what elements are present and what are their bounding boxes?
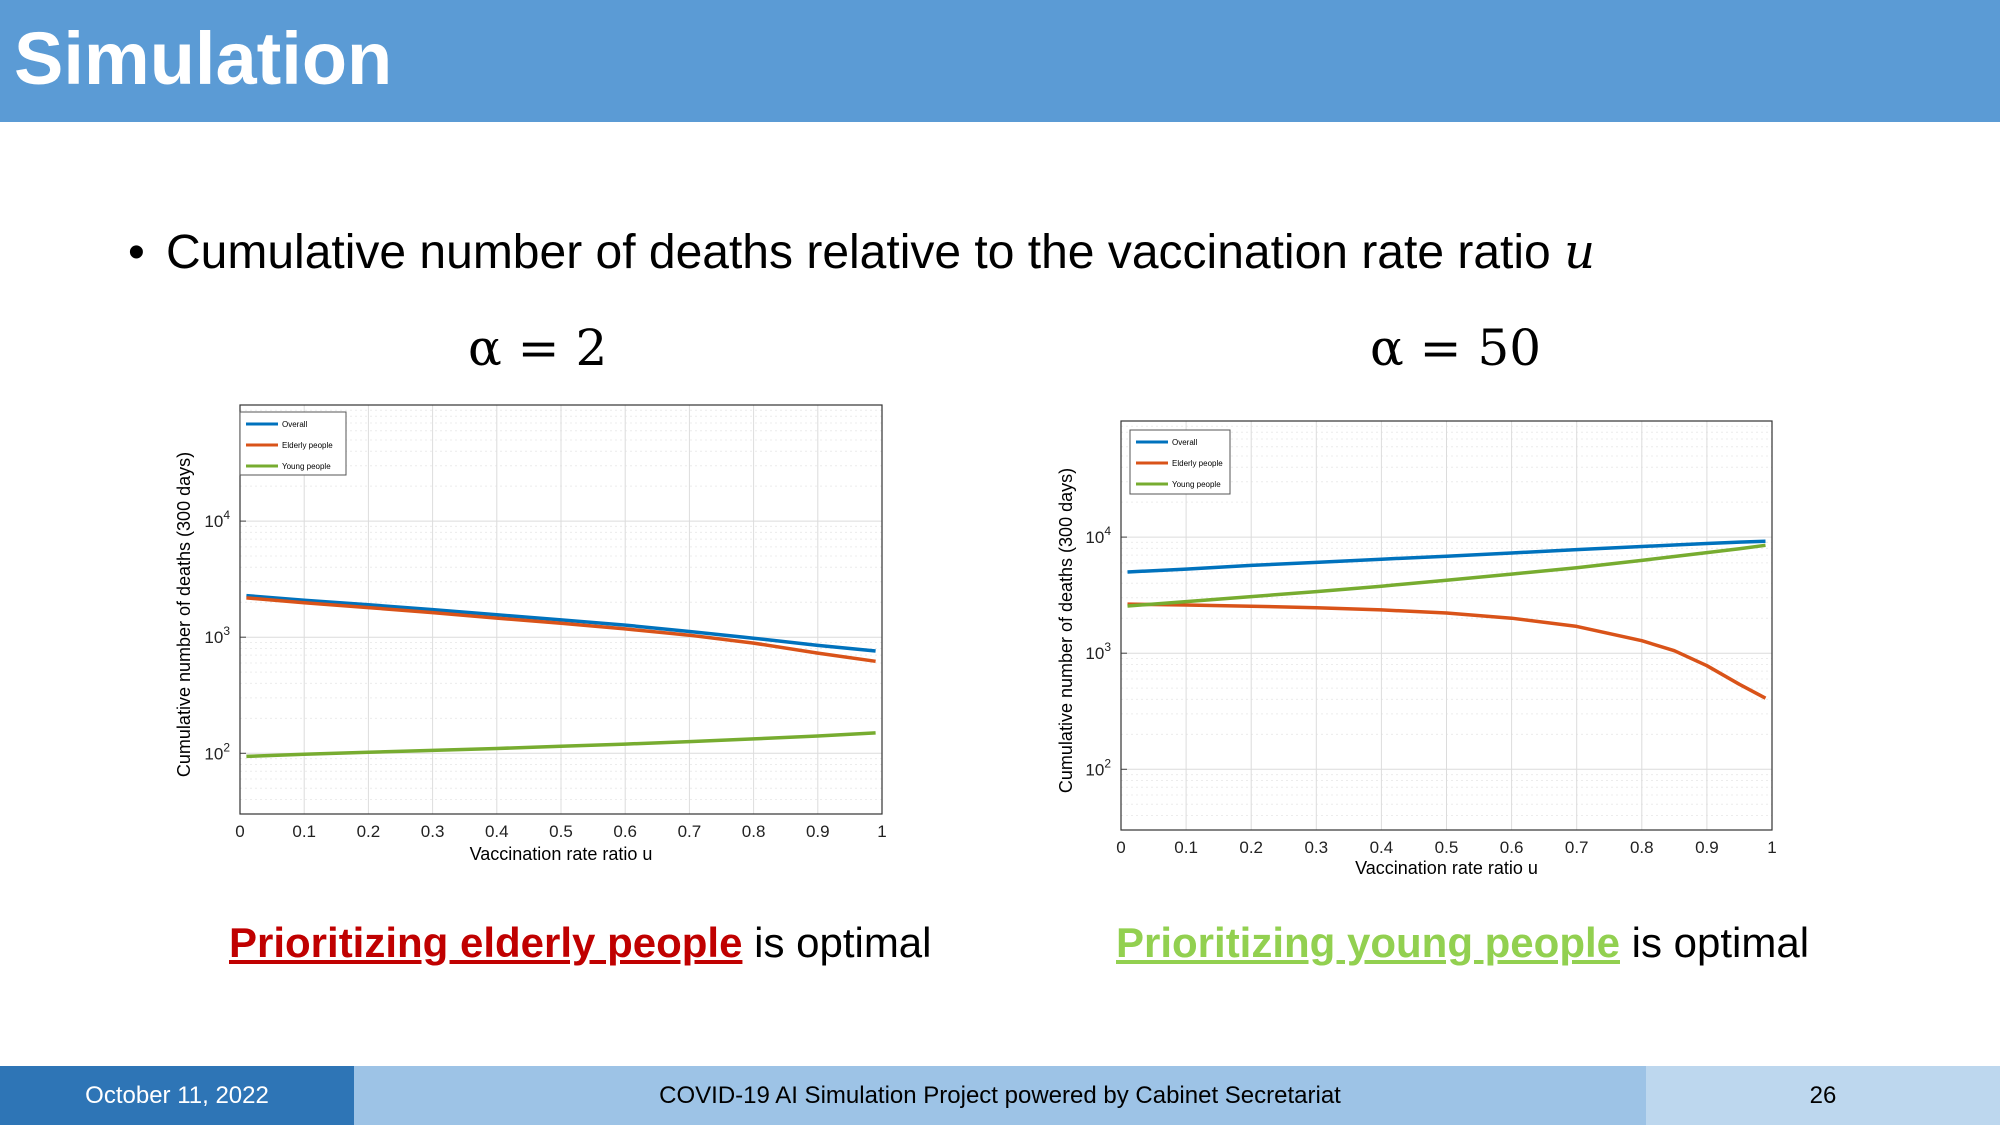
x-tick-label: 0.1 [292, 822, 316, 841]
x-tick-label: 0.5 [549, 822, 573, 841]
series-line-overall [246, 593, 876, 653]
x-axis-label: Vaccination rate ratio u [470, 844, 653, 864]
x-tick-label: 1 [1767, 838, 1776, 857]
x-axis-label: Vaccination rate ratio u [1355, 858, 1538, 878]
series-line-overall [1127, 539, 1766, 574]
x-tick-label: 0.9 [806, 822, 830, 841]
slide-header: Simulation [0, 0, 2000, 122]
axes-box [239, 404, 883, 815]
x-tick-label: 0.7 [1565, 838, 1589, 857]
x-tick-label: 0 [1116, 838, 1125, 857]
footer-page-number: 26 [1646, 1066, 2000, 1125]
series-line-elderly-people [246, 596, 876, 664]
x-tick-label: 0.4 [485, 822, 509, 841]
legend-label: Overall [1172, 438, 1198, 447]
x-tick-label: 0.9 [1695, 838, 1719, 857]
plot-area: 0 0.1 0.2 0.3 0.4 0.5 0.6 0.7 0.8 0.9 1 102 103 104 Ov… [1056, 420, 1777, 878]
bullet-dot: • [128, 226, 145, 279]
footer-project: COVID-19 AI Simulation Project powered b… [354, 1066, 1646, 1125]
series-line-elderly-people [1127, 602, 1767, 700]
x-tick-label: 0.6 [1500, 838, 1524, 857]
bullet-text: Cumulative number of deaths relative to … [166, 226, 1565, 279]
legend-label: Elderly people [1172, 459, 1223, 468]
plot-area: 0 0.1 0.2 0.3 0.4 0.5 0.6 0.7 0.8 0.9 1 102 103 104 Ov… [174, 404, 887, 864]
bullet-point: • Cumulative number of deaths relative to… [128, 222, 1595, 283]
axes-box [1120, 420, 1773, 831]
conclusion-right: Prioritizing young people is optimal [1116, 915, 1809, 971]
y-tick-label: 104 [1085, 524, 1111, 547]
slide-footer: October 11, 2022 COVID-19 AI Simulation … [0, 1066, 2000, 1125]
alpha-label-left: α = 2 [468, 319, 608, 377]
y-tick-label: 104 [204, 508, 230, 531]
x-tick-label: 0.5 [1435, 838, 1459, 857]
alpha-label-right: α = 50 [1370, 319, 1542, 377]
x-tick-label: 0.8 [1630, 838, 1654, 857]
conclusion-left-rest: is optimal [742, 919, 932, 966]
series-line-young-people [1127, 543, 1766, 608]
bullet-variable: u [1564, 224, 1595, 280]
y-tick-label: 102 [1085, 756, 1111, 779]
conclusion-right-rest: is optimal [1620, 919, 1810, 966]
x-tick-label: 1 [877, 822, 886, 841]
conclusion-left: Prioritizing elderly people is optimal [229, 915, 932, 971]
x-tick-label: 0.4 [1370, 838, 1394, 857]
x-tick-label: 0.2 [1239, 838, 1263, 857]
y-tick-label: 103 [204, 624, 230, 647]
x-tick-label: 0.6 [613, 822, 637, 841]
x-tick-label: 0.2 [357, 822, 381, 841]
y-axis-label: Cumulative number of deaths (300 days) [1056, 468, 1076, 793]
legend-label: Elderly people [282, 441, 333, 450]
legend-label: Overall [282, 420, 308, 429]
legend-label: Young people [1172, 480, 1221, 489]
conclusion-right-highlight: Prioritizing young people [1116, 919, 1620, 966]
footer-date: October 11, 2022 [0, 1066, 354, 1125]
conclusion-left-highlight: Prioritizing elderly people [229, 919, 743, 966]
legend-label: Young people [282, 462, 331, 471]
x-tick-label: 0.3 [1304, 838, 1328, 857]
x-tick-label: 0.3 [421, 822, 445, 841]
series-line-young-people [246, 731, 876, 759]
x-tick-label: 0.7 [678, 822, 702, 841]
x-tick-label: 0.1 [1174, 838, 1198, 857]
x-tick-label: 0 [235, 822, 244, 841]
slide-title: Simulation [14, 17, 393, 100]
y-tick-label: 102 [204, 740, 230, 763]
y-tick-label: 103 [1085, 640, 1111, 663]
y-axis-label: Cumulative number of deaths (300 days) [174, 452, 194, 777]
x-tick-label: 0.8 [742, 822, 766, 841]
